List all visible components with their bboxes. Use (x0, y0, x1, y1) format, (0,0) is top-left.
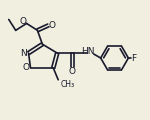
Text: O: O (49, 21, 56, 30)
Text: F: F (131, 54, 136, 63)
Text: O: O (69, 67, 76, 76)
Text: O: O (19, 17, 26, 26)
Text: HN: HN (81, 47, 95, 56)
Text: CH₃: CH₃ (60, 80, 74, 89)
Text: O: O (22, 63, 29, 72)
Text: N: N (20, 49, 27, 58)
